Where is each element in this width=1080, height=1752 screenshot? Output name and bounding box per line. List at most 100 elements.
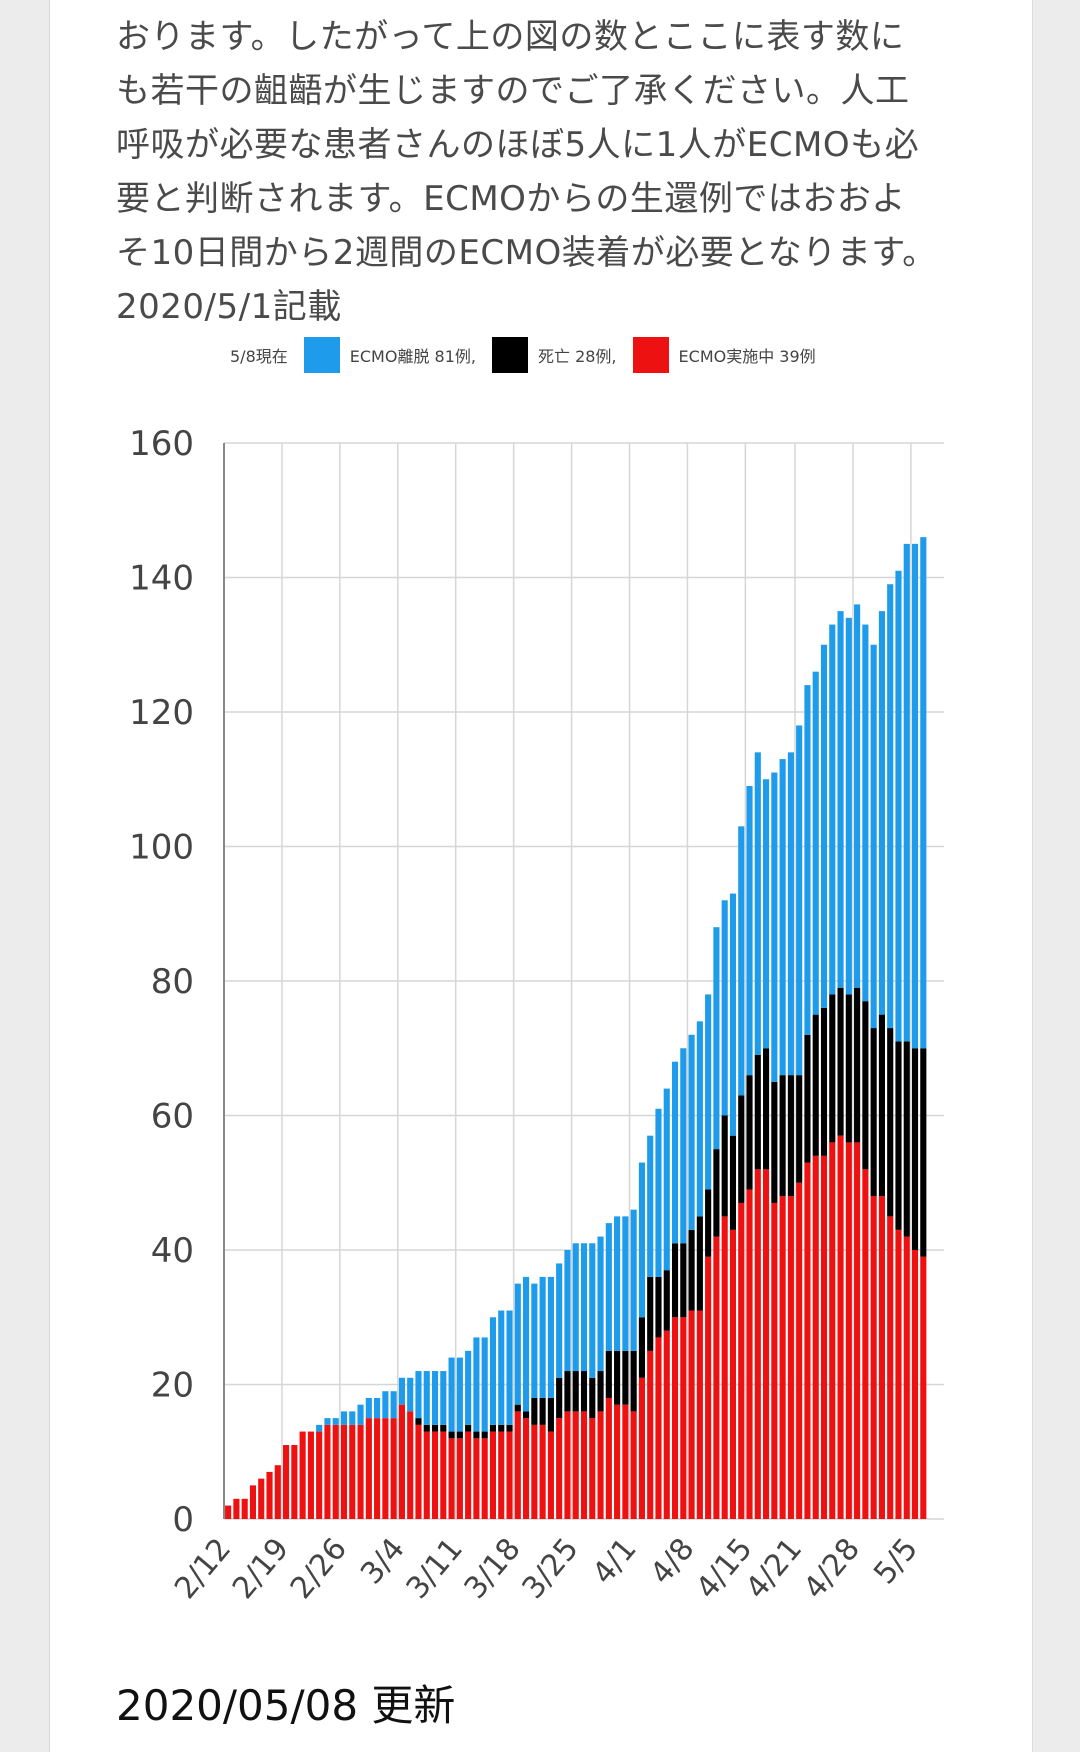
bar-deaths [572, 1371, 579, 1412]
bar-ecmo-ongoing [903, 1236, 910, 1519]
legend-item-ongoing: ECMO実施中 39例 [617, 337, 816, 373]
legend-item-deaths: 死亡 28例, [476, 337, 617, 373]
bar-ecmo-weaned [895, 570, 902, 1042]
bar-ecmo-ongoing [837, 1135, 844, 1519]
bar-deaths [448, 1431, 455, 1439]
bar-ecmo-weaned [349, 1411, 356, 1425]
bar-ecmo-weaned [390, 1391, 397, 1419]
bar-ecmo-weaned [614, 1216, 621, 1351]
bar-ecmo-ongoing [498, 1431, 505, 1519]
bar-ecmo-ongoing [696, 1310, 703, 1519]
bar-deaths [870, 1028, 877, 1197]
bar-ecmo-weaned [729, 893, 737, 1136]
bar-ecmo-weaned [456, 1357, 463, 1432]
bar-ecmo-ongoing [572, 1411, 579, 1519]
bar-deaths [605, 1350, 612, 1398]
bar-ecmo-weaned [647, 1135, 654, 1277]
bar-ecmo-ongoing [340, 1424, 348, 1519]
bar-ecmo-weaned [779, 759, 786, 1076]
bar-ecmo-ongoing [721, 1216, 728, 1519]
bar-deaths [589, 1377, 596, 1419]
bar-ecmo-weaned [589, 1243, 596, 1378]
legend-label-deaths: 死亡 28例, [537, 347, 617, 366]
bar-ecmo-ongoing [647, 1350, 654, 1519]
bar-ecmo-weaned [365, 1397, 372, 1419]
bar-ecmo-ongoing [316, 1431, 323, 1519]
bar-ecmo-weaned [920, 537, 927, 1049]
bar-ecmo-ongoing [324, 1424, 331, 1519]
bar-deaths [796, 1075, 803, 1183]
bar-ecmo-ongoing [580, 1411, 588, 1519]
bar-ecmo-ongoing [680, 1317, 687, 1519]
bar-deaths [696, 1216, 703, 1311]
bar-ecmo-ongoing [655, 1337, 662, 1519]
bar-ecmo-weaned [688, 1034, 695, 1230]
bar-ecmo-weaned [721, 900, 728, 1116]
bar-deaths [713, 1149, 720, 1237]
bar-ecmo-ongoing [547, 1431, 554, 1519]
article-line: も若干の齟齬が生じますのでご了承ください。人工 [116, 71, 910, 111]
bar-deaths [465, 1424, 472, 1432]
x-tick-label: 2/26 [284, 1532, 354, 1606]
bar-deaths [920, 1048, 927, 1257]
bar-ecmo-weaned [539, 1276, 546, 1398]
bar-ecmo-weaned [696, 1021, 703, 1217]
bar-ecmo-weaned [531, 1283, 538, 1398]
bar-deaths [514, 1404, 521, 1412]
bar-ecmo-ongoing [787, 1196, 794, 1519]
bar-deaths [911, 1048, 919, 1250]
bar-ecmo-ongoing [911, 1250, 919, 1519]
bar-ecmo-weaned [547, 1276, 554, 1398]
bar-ecmo-weaned [754, 752, 761, 1055]
bar-ecmo-weaned [903, 543, 910, 1042]
x-tick-label: 4/1 [586, 1532, 644, 1591]
bar-ecmo-weaned [407, 1377, 414, 1412]
bar-ecmo-ongoing [746, 1189, 753, 1519]
bar-ecmo-ongoing [506, 1431, 513, 1519]
bar-deaths [837, 987, 844, 1136]
bar-ecmo-weaned [506, 1310, 513, 1425]
bar-ecmo-weaned [597, 1236, 604, 1372]
bar-ecmo-weaned [796, 725, 803, 1076]
bar-deaths [564, 1371, 571, 1412]
bar-ecmo-ongoing [489, 1431, 497, 1519]
bar-ecmo-weaned [746, 785, 753, 1076]
bar-deaths [705, 1189, 712, 1257]
bar-deaths [580, 1371, 588, 1412]
bar-ecmo-weaned [630, 1209, 637, 1351]
bar-deaths [746, 1075, 753, 1190]
bar-ecmo-ongoing [283, 1445, 290, 1519]
bar-ecmo-ongoing [431, 1431, 439, 1519]
bar-ecmo-ongoing [307, 1431, 314, 1519]
article-line: 要と判断されます。ECMOからの生還例ではおおよ [116, 179, 906, 219]
bar-ecmo-ongoing [382, 1418, 389, 1519]
bar-deaths [721, 1115, 728, 1217]
bar-deaths [754, 1054, 761, 1170]
bar-ecmo-ongoing [390, 1418, 397, 1519]
bar-deaths [903, 1041, 910, 1237]
bar-ecmo-ongoing [523, 1418, 530, 1519]
bar-ecmo-weaned [804, 685, 811, 1035]
bar-ecmo-weaned [489, 1317, 497, 1425]
bar-ecmo-ongoing [597, 1411, 604, 1519]
bar-ecmo-weaned [870, 644, 877, 1029]
bar-ecmo-weaned [556, 1263, 563, 1378]
x-tick-label: 4/28 [797, 1532, 867, 1606]
bar-ecmo-weaned [638, 1162, 645, 1318]
x-tick-label: 2/12 [168, 1532, 238, 1606]
bar-ecmo-weaned [713, 927, 720, 1150]
bar-ecmo-ongoing [332, 1424, 339, 1519]
bar-ecmo-weaned [837, 611, 844, 988]
bar-ecmo-ongoing [564, 1411, 571, 1519]
bar-ecmo-weaned [473, 1337, 480, 1432]
bar-ecmo-weaned [622, 1216, 629, 1351]
bar-ecmo-ongoing [663, 1330, 670, 1519]
bar-deaths [556, 1377, 563, 1419]
bar-ecmo-weaned [514, 1283, 521, 1405]
bar-deaths [473, 1431, 480, 1439]
bar-ecmo-weaned [829, 624, 836, 995]
x-tick-label: 3/25 [516, 1532, 586, 1606]
bar-ecmo-ongoing [448, 1438, 455, 1519]
bar-ecmo-ongoing [671, 1317, 679, 1519]
bar-ecmo-weaned [324, 1418, 331, 1425]
